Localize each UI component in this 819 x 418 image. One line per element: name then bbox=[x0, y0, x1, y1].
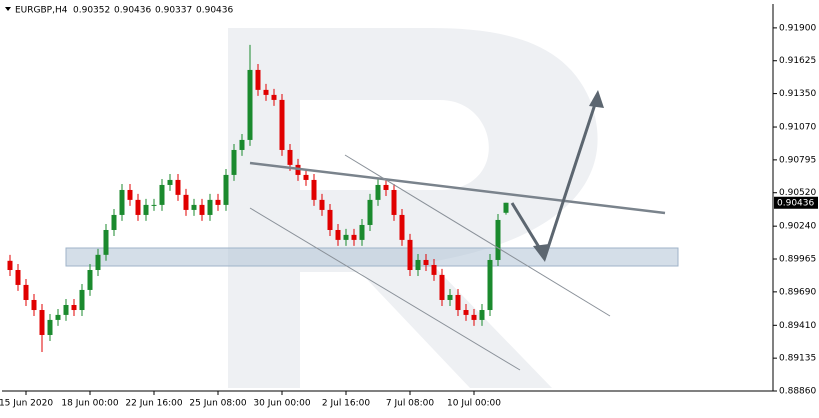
y-tick-label: 0.89410 bbox=[779, 321, 816, 331]
y-tick-label: 0.89965 bbox=[779, 255, 816, 265]
trend-line bbox=[249, 161, 666, 215]
watermark bbox=[228, 28, 598, 388]
candle-body bbox=[335, 229, 341, 240]
x-tick-label: 7 Jul 08:00 bbox=[386, 399, 435, 409]
candle-body bbox=[279, 99, 285, 150]
candle-body bbox=[55, 314, 61, 320]
support-zone bbox=[65, 247, 679, 267]
candle-body bbox=[215, 199, 221, 205]
candle-body bbox=[231, 149, 237, 175]
price-tag bbox=[774, 196, 818, 209]
candle-body bbox=[199, 204, 205, 215]
candle-body bbox=[359, 224, 365, 240]
y-tick-label: 0.89135 bbox=[779, 354, 816, 364]
candle-body bbox=[399, 214, 405, 240]
candle-body bbox=[143, 204, 149, 215]
candle-body bbox=[407, 239, 413, 271]
menu-arrow bbox=[5, 7, 11, 11]
price-tag-label: 0.90436 bbox=[777, 198, 814, 208]
y-tick-label: 0.91070 bbox=[779, 123, 816, 133]
header-close: 0.90436 bbox=[196, 6, 233, 16]
candle-body bbox=[479, 310, 485, 320]
candle-body bbox=[167, 179, 173, 185]
candle-body bbox=[415, 259, 421, 271]
candle-body bbox=[319, 199, 325, 210]
candle-body bbox=[7, 260, 13, 271]
x-tick-label: 18 Jun 00:00 bbox=[61, 399, 118, 409]
candle-body bbox=[271, 94, 277, 100]
candle-body bbox=[383, 184, 389, 190]
candle-body bbox=[311, 179, 317, 200]
x-tick-label: 2 Jul 16:00 bbox=[322, 399, 371, 409]
candle-body bbox=[23, 284, 29, 300]
x-tick-label: 22 Jun 16:00 bbox=[125, 399, 182, 409]
candle-body bbox=[151, 204, 157, 206]
candle-body bbox=[103, 229, 109, 255]
candle-body bbox=[31, 299, 37, 311]
candle-body bbox=[207, 199, 213, 215]
y-tick-label: 0.91625 bbox=[779, 56, 816, 66]
symbol: EURGBP,H4 bbox=[15, 6, 68, 16]
y-tick-label: 0.90795 bbox=[779, 155, 816, 165]
candle-body bbox=[111, 214, 117, 230]
header-open: 0.90352 bbox=[73, 6, 110, 16]
candle-body bbox=[15, 270, 21, 285]
candle-body bbox=[423, 259, 429, 265]
candle-body bbox=[183, 194, 189, 210]
y-tick-label: 0.88860 bbox=[779, 387, 816, 397]
candle-body bbox=[127, 189, 133, 200]
y-tick-label: 0.91350 bbox=[779, 89, 816, 99]
candle-body bbox=[247, 69, 253, 140]
header-high: 0.90436 bbox=[114, 6, 151, 16]
candle-body bbox=[503, 202, 509, 213]
candle-body bbox=[367, 199, 373, 225]
candle-body bbox=[39, 310, 45, 335]
y-tick-label: 0.90520 bbox=[779, 188, 816, 198]
header-low: 0.90337 bbox=[155, 6, 192, 16]
channel-line bbox=[344, 154, 611, 317]
candle-body bbox=[303, 174, 309, 180]
x-tick-label: 10 Jul 00:00 bbox=[447, 399, 501, 409]
candle-body bbox=[71, 305, 77, 311]
candle-body bbox=[119, 189, 125, 215]
candle-body bbox=[135, 199, 141, 215]
candle-body bbox=[495, 219, 501, 260]
candle-body bbox=[239, 139, 245, 150]
candle-body bbox=[343, 234, 349, 240]
channel-line bbox=[249, 207, 521, 371]
candle-body bbox=[471, 314, 477, 320]
candle-body bbox=[391, 189, 397, 215]
arrow-head bbox=[533, 244, 549, 262]
candle-body bbox=[487, 259, 493, 311]
candle-body bbox=[375, 184, 381, 200]
x-tick-label: 30 Jun 00:00 bbox=[253, 399, 310, 409]
candle-body bbox=[95, 254, 101, 271]
candle-body bbox=[63, 305, 69, 315]
y-tick-label: 0.91900 bbox=[779, 23, 816, 33]
arrow-head bbox=[589, 90, 604, 108]
x-tick-label: 15 Jun 2020 bbox=[0, 399, 53, 409]
x-tick-label: 25 Jun 08:00 bbox=[189, 399, 246, 409]
candle-body bbox=[47, 319, 53, 335]
candle-body bbox=[455, 294, 461, 311]
candle-body bbox=[351, 234, 357, 240]
candle-body bbox=[463, 310, 469, 315]
candle-body bbox=[223, 174, 229, 205]
candle-body bbox=[159, 184, 165, 205]
candle-body bbox=[79, 289, 85, 311]
candle-body bbox=[431, 264, 437, 275]
candle-body bbox=[87, 270, 93, 290]
candle-body bbox=[287, 149, 293, 165]
candle-body bbox=[447, 294, 453, 300]
candle-body bbox=[263, 89, 269, 95]
candle-body bbox=[255, 69, 261, 90]
candle-body bbox=[191, 204, 197, 210]
y-tick-label: 0.89690 bbox=[779, 287, 816, 297]
candle-body bbox=[175, 179, 181, 195]
candle-body bbox=[327, 209, 333, 230]
y-tick-label: 0.90240 bbox=[779, 222, 816, 232]
candle-body bbox=[439, 274, 445, 300]
